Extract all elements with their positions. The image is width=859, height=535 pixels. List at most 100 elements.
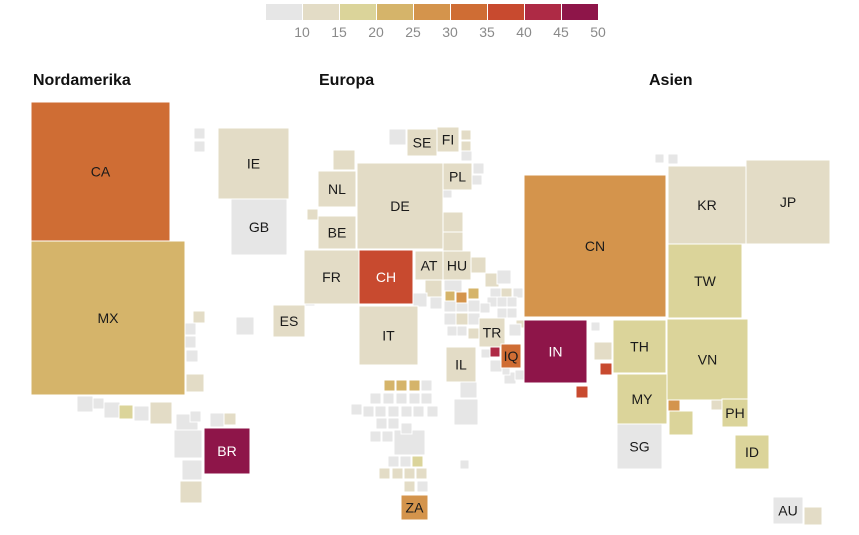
country-cell	[467, 327, 480, 340]
country-cell-nl	[317, 170, 357, 208]
country-cell	[192, 310, 206, 324]
country-cell	[408, 379, 421, 392]
country-label-tr: TR	[483, 325, 502, 341]
country-cell-ph	[721, 398, 749, 428]
country-cell	[444, 290, 456, 302]
country-cell	[455, 291, 468, 304]
country-label-ch: CH	[376, 269, 396, 285]
country-label-iq: IQ	[504, 348, 519, 364]
country-cell	[453, 398, 479, 426]
country-cell	[133, 405, 150, 422]
country-cell-tw	[667, 243, 743, 319]
country-cell	[508, 323, 522, 337]
country-label-tw: TW	[694, 273, 717, 289]
country-label-ie: IE	[247, 156, 260, 172]
country-cell	[193, 140, 206, 153]
legend-swatch	[377, 4, 413, 20]
country-cell	[388, 128, 407, 146]
country-label-il: IL	[455, 357, 467, 373]
country-cell	[668, 410, 694, 436]
country-cell-ca	[30, 101, 171, 242]
country-cell	[415, 467, 428, 480]
country-cell-my	[616, 373, 668, 425]
country-cell	[149, 401, 173, 425]
country-cell	[467, 312, 481, 326]
country-cell	[193, 127, 206, 140]
country-cell	[391, 467, 404, 480]
country-cell	[362, 405, 375, 418]
country-cell	[400, 422, 413, 435]
country-cell	[575, 385, 589, 399]
country-cell	[369, 430, 382, 443]
country-cell	[332, 149, 356, 171]
country-cell	[467, 287, 480, 300]
country-cell	[443, 299, 457, 313]
country-cell	[235, 316, 255, 336]
legend-tick-label: 20	[368, 24, 384, 40]
country-cell	[395, 379, 408, 392]
country-label-vn: VN	[698, 352, 717, 368]
country-cell-tr	[478, 317, 506, 348]
country-cell	[480, 348, 491, 359]
country-cell	[103, 401, 121, 419]
country-label-in: IN	[549, 344, 563, 360]
country-label-fi: FI	[442, 132, 454, 148]
country-cell	[667, 153, 679, 165]
country-cell-gb	[230, 198, 288, 256]
country-cell-fi	[436, 126, 460, 153]
legend-swatch	[303, 4, 339, 20]
country-cell	[185, 349, 199, 363]
country-cell-mx	[30, 240, 186, 396]
country-cell	[506, 296, 518, 308]
country-cell	[387, 405, 400, 418]
country-label-at: AT	[421, 258, 438, 274]
country-cell-ch	[358, 249, 414, 305]
country-label-au: AU	[778, 503, 797, 519]
region-labels: Nordamerika Europa Asien	[33, 72, 693, 89]
country-label-gb: GB	[249, 219, 269, 235]
country-cell	[420, 379, 433, 392]
country-cell	[76, 395, 94, 413]
country-cell	[223, 412, 237, 426]
country-cell	[209, 412, 225, 428]
country-cell	[378, 467, 391, 480]
country-cell	[489, 359, 503, 373]
country-cell	[403, 467, 416, 480]
country-label-br: BR	[217, 443, 236, 459]
country-cell	[306, 208, 319, 221]
country-label-kr: KR	[697, 197, 716, 213]
color-legend: 10 15 20 25 30 35 40 45 50	[266, 4, 606, 40]
country-cell	[350, 403, 363, 416]
country-cell	[459, 380, 478, 399]
country-cell	[496, 307, 508, 319]
country-cell	[387, 417, 400, 430]
legend-swatch	[266, 4, 302, 20]
country-cell-be	[317, 215, 357, 250]
country-cell-vn	[666, 318, 749, 401]
country-cell	[429, 296, 443, 310]
country-cell	[710, 398, 723, 411]
country-cell	[426, 405, 439, 418]
country-cell	[424, 279, 443, 298]
country-label-be: BE	[328, 225, 347, 241]
country-cell	[590, 321, 601, 332]
country-cell	[173, 429, 203, 459]
country-cell	[459, 459, 470, 470]
country-cell	[496, 269, 512, 285]
country-cell	[442, 231, 464, 253]
country-label-de: DE	[390, 198, 409, 214]
country-cell	[183, 335, 197, 349]
country-cell	[512, 287, 524, 299]
country-cell	[189, 410, 202, 423]
country-cell	[403, 480, 416, 493]
country-cell	[387, 455, 400, 468]
legend-swatch	[340, 4, 376, 20]
country-cell	[456, 325, 468, 337]
legend-tick-label: 50	[590, 24, 606, 40]
country-cell	[455, 312, 469, 326]
country-cell-in	[523, 319, 588, 384]
country-cell-at	[414, 250, 444, 281]
country-label-ca: CA	[91, 164, 111, 180]
country-cell	[181, 459, 203, 481]
